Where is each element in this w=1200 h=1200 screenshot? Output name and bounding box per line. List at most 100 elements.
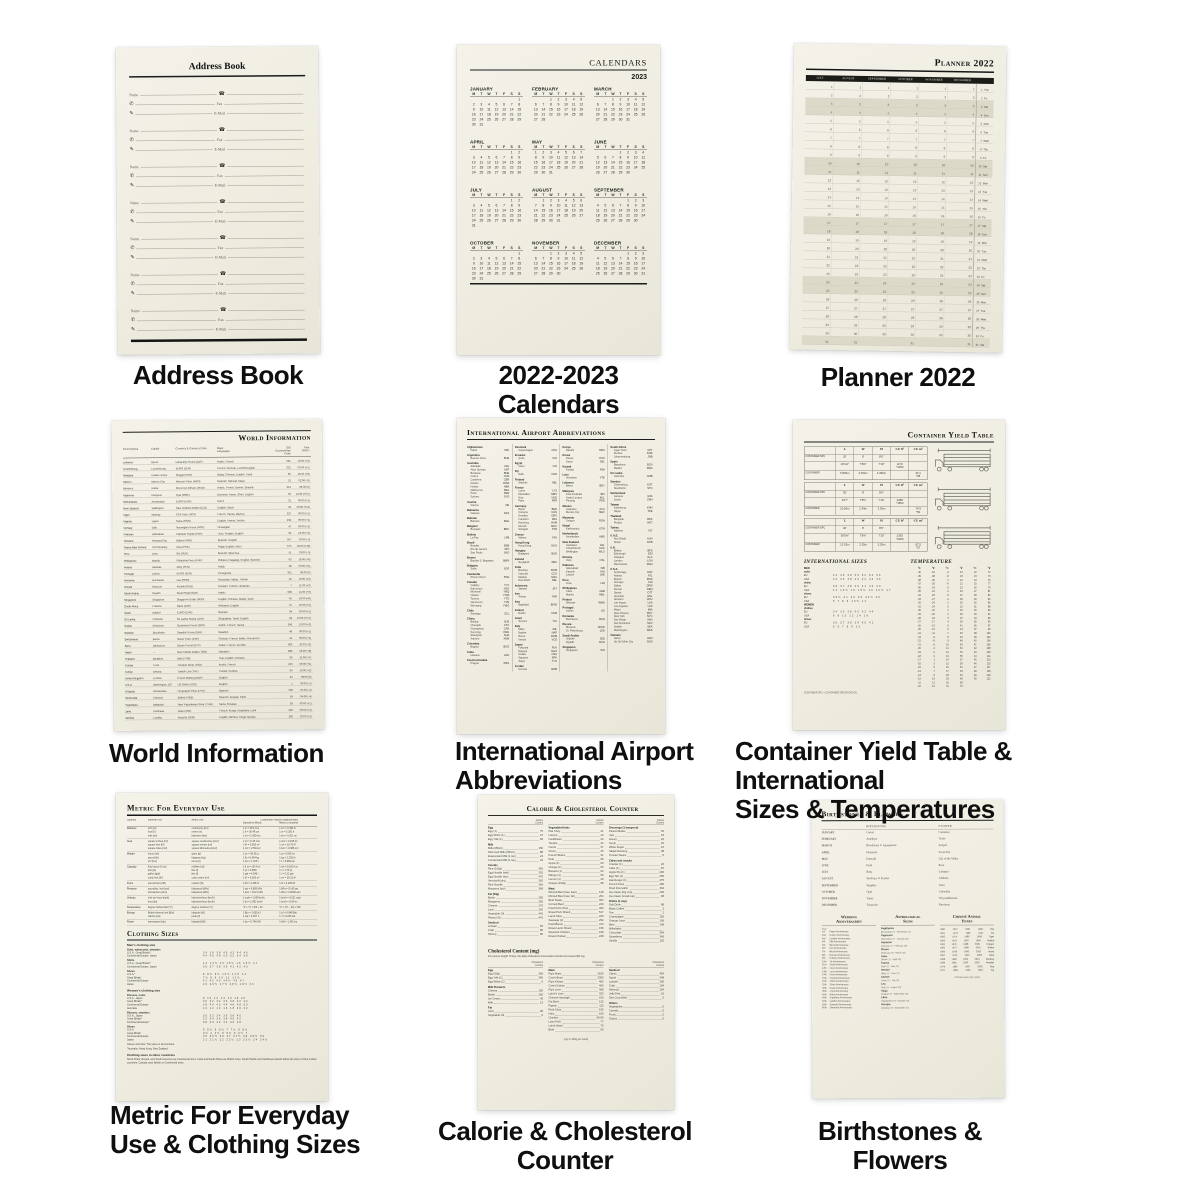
planner-day-cell: 25 Sun [972,287,991,296]
table-cell: Rangoon [151,493,163,497]
food-name: Tomato Sauce [609,854,627,858]
table-cell: Poland [123,566,133,570]
table-cell: — [152,650,156,654]
region-label: Great Britain* [127,1000,143,1004]
day-number: 21 [509,267,514,271]
day-number: 20 [603,166,608,170]
fahrenheit-value: 61 [960,666,963,669]
country-name: Poland [562,598,572,602]
calendar-month: FEBRUARY M T W T F S S 1 2 3 4 5 6 7 8 9 10 11 12 13 14 15 16 17… [532,87,585,128]
sign-dates: (November 22 - December 21) [880,930,911,934]
celsius-value: -4 [946,590,949,593]
day-number: 28 [611,171,615,175]
column-header: IDD Country/Area Code [275,446,291,456]
city-name: Madrid [613,467,622,471]
planner-date: 30 [825,332,829,336]
city-name: Vienna [470,503,479,507]
city-name: Denver [613,588,623,592]
day-number: 13 [502,262,506,266]
clothing-group-label: Dresses, coats [127,993,146,997]
country-name: Czechoslovakia [467,659,488,663]
weekday-label: W [487,145,491,150]
dotted-leader [501,999,539,1001]
food-group: Drinks (1 cup) [609,900,627,904]
celsius-value: -22 [917,639,921,643]
food-item-row: Vegetable Oil 0 [488,1014,543,1018]
table-cell: 63 [288,558,292,562]
day-number: 20 [494,166,499,170]
airport-row: Geneva GVA [610,495,653,498]
email-label: E-Mail [214,110,225,116]
container-yield-title: Container Yield Table [907,431,994,440]
address-entry: Name ☎ ✆ Fax ✎ E-Mail [130,158,306,188]
metric-group: Velocity mile per hour [mph] kilometre/hou… [127,896,317,906]
dotted-leader [621,905,660,907]
address-row-email: ✎ E-Mail [130,249,306,260]
sign-dates: (December 22 - January 20) [880,937,909,941]
sign-dates: (June 22 - July 23) [881,978,900,982]
write-line [224,139,304,141]
city-name: Chicago [613,581,624,585]
content-value: 20 [661,862,664,866]
footnote: CONTAINER SPC = CONTAINER SPECIFICATION [804,691,857,694]
planner-cell: 29 [944,321,973,330]
airport-code: BNE [503,471,510,475]
sizes-row: suits [804,571,910,575]
clothing-size-row: Great Britain 7½ 8 9 10 11 11½ [127,976,317,979]
planner-cell: 10 [804,157,834,166]
airport-code: CMB [646,475,653,479]
city-name: Beirut [566,484,573,488]
food-item-row: Shrimp 80 [488,933,543,937]
country-name: Japan [514,643,523,647]
city-name: Bangkok [613,518,624,522]
city-name: Cape Town [613,448,627,452]
imperial-to-metric: 1 mph = 1.609 km/h [242,897,265,900]
planner-cell: 15 [860,200,890,210]
temperature-row: 48 118 [966,669,994,673]
email-label: E-Mail [214,182,226,188]
food-name: Pear [548,858,555,862]
weekday-label: T [557,92,560,97]
dotted-leader [503,885,538,887]
phone-icon: ✆ [130,245,135,251]
weekday-label: S [580,145,583,150]
planner-day-cell: 31 Sat [972,338,990,347]
planner-cell: 21 [831,251,860,260]
country-name: Kuwait [562,465,572,469]
planner-date: 22 [854,264,859,268]
city-name: Hobart [470,485,479,489]
table-cell: 09:00 (+1) [299,708,312,712]
food-item-row: Chinese Sausage 150 [549,996,604,1000]
truck-icon [932,486,995,514]
day-number: 14 [611,161,615,165]
metric-to-imperial: 1 kW = 1.341 hp [279,921,298,924]
day-number: 22 [618,166,623,170]
temperature-row: -15 5 [910,666,938,670]
dotted-leader [564,994,598,996]
planner-date: 1 [830,85,833,89]
food-item-row: Jam 18 [609,834,664,838]
city-name: Anchorage [613,571,627,575]
planner-cell: 9 [861,149,890,159]
weekday-label: W [611,246,615,251]
day-number: 26 [564,166,568,170]
table-cell: 48 [288,564,292,568]
size-values: 14 14½ 15 15½ 16 16½ 17 [203,962,259,966]
write-line [136,257,214,259]
day-number: 4 [596,204,599,208]
container-header-row: L W H CU ft³ CU m³ [804,482,927,491]
table-cell: Thailand [124,657,135,661]
content-value: 148 [659,923,665,927]
airport-abbreviations-title: International Airport Abbreviations [467,429,606,437]
planner-cell: 17 [945,219,975,228]
content-column-header: Cholesterol Content [609,961,664,968]
airport-column: Denmark Copenhagen CPH Ecuador Quito UIO Egypt… [511,444,560,672]
city-name: Santiago [470,612,481,616]
airport-code: NGO [551,649,557,653]
planner-date: 6 [858,128,861,132]
planner-day-cell: 28 Wed [972,313,991,322]
dimension-value: 33.1 *28 [915,471,921,479]
zodiac-sign: Aries (March 21 - April 20) [881,955,935,961]
planner-day-cell: 24 Sat [973,279,991,288]
